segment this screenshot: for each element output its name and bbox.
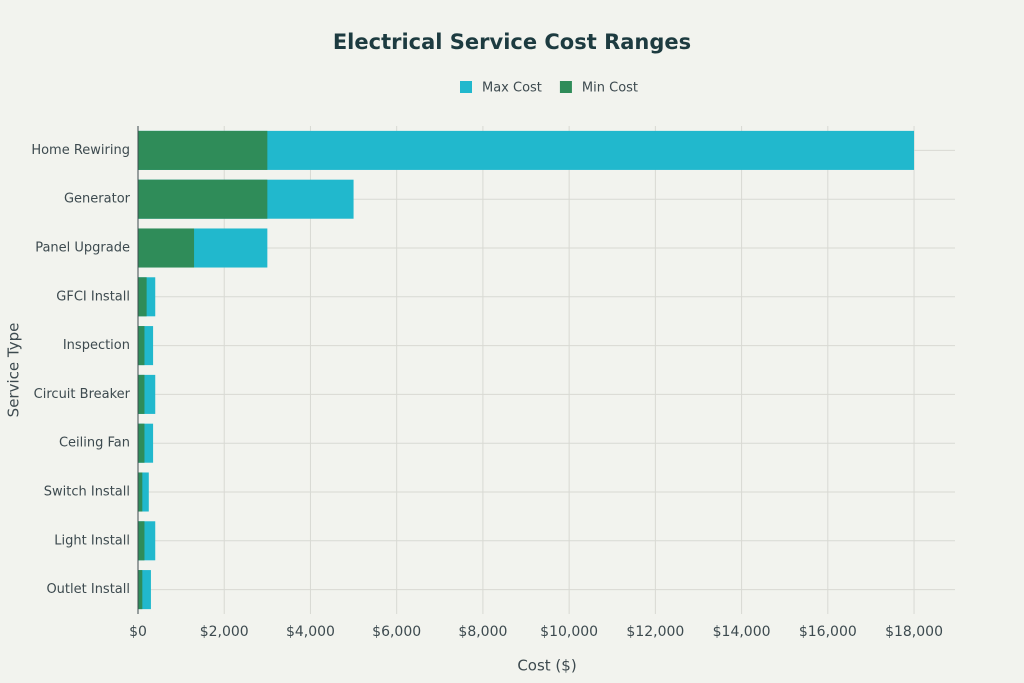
x-tick-label: $6,000 [372, 624, 421, 640]
x-tick-label: $2,000 [200, 624, 249, 640]
x-tick-label: $10,000 [540, 624, 598, 640]
legend-swatch [460, 81, 472, 93]
y-tick-label: Light Install [54, 533, 130, 548]
bar [138, 472, 149, 512]
y-axis-label: Service Type [5, 323, 23, 418]
bar [138, 570, 143, 610]
legend-swatch [559, 81, 572, 93]
x-tick-label: $16,000 [799, 624, 857, 640]
bar [138, 179, 268, 219]
y-tick-label: Switch Install [44, 485, 130, 500]
bar [138, 228, 195, 268]
bar [138, 472, 143, 512]
x-axis-label: Cost ($) [517, 657, 576, 675]
chart-title: Electrical Service Cost Ranges [333, 30, 691, 54]
y-tick-label: Circuit Breaker [34, 387, 131, 402]
x-tick-label: $12,000 [626, 624, 684, 640]
x-tick-label: $0 [129, 624, 147, 640]
bar [138, 521, 145, 561]
y-tick-label: Generator [64, 192, 131, 207]
bar [138, 423, 145, 463]
legend-label: Min Cost [582, 81, 638, 96]
y-tick-label: Ceiling Fan [59, 436, 130, 451]
y-tick-label: Inspection [63, 338, 130, 353]
bar [138, 374, 145, 414]
y-tick-label: Home Rewiring [31, 143, 130, 158]
y-tick-label: GFCI Install [56, 289, 130, 304]
x-tick-label: $18,000 [885, 624, 943, 640]
x-tick-label: $4,000 [286, 624, 335, 640]
x-tick-label: $8,000 [458, 624, 507, 640]
y-tick-label: Panel Upgrade [35, 241, 130, 256]
bar [138, 326, 145, 366]
x-tick-label: $14,000 [713, 624, 771, 640]
y-tick-label: Outlet Install [46, 582, 130, 597]
bar [138, 130, 268, 170]
bar [138, 277, 147, 317]
legend-label: Max Cost [482, 81, 542, 96]
